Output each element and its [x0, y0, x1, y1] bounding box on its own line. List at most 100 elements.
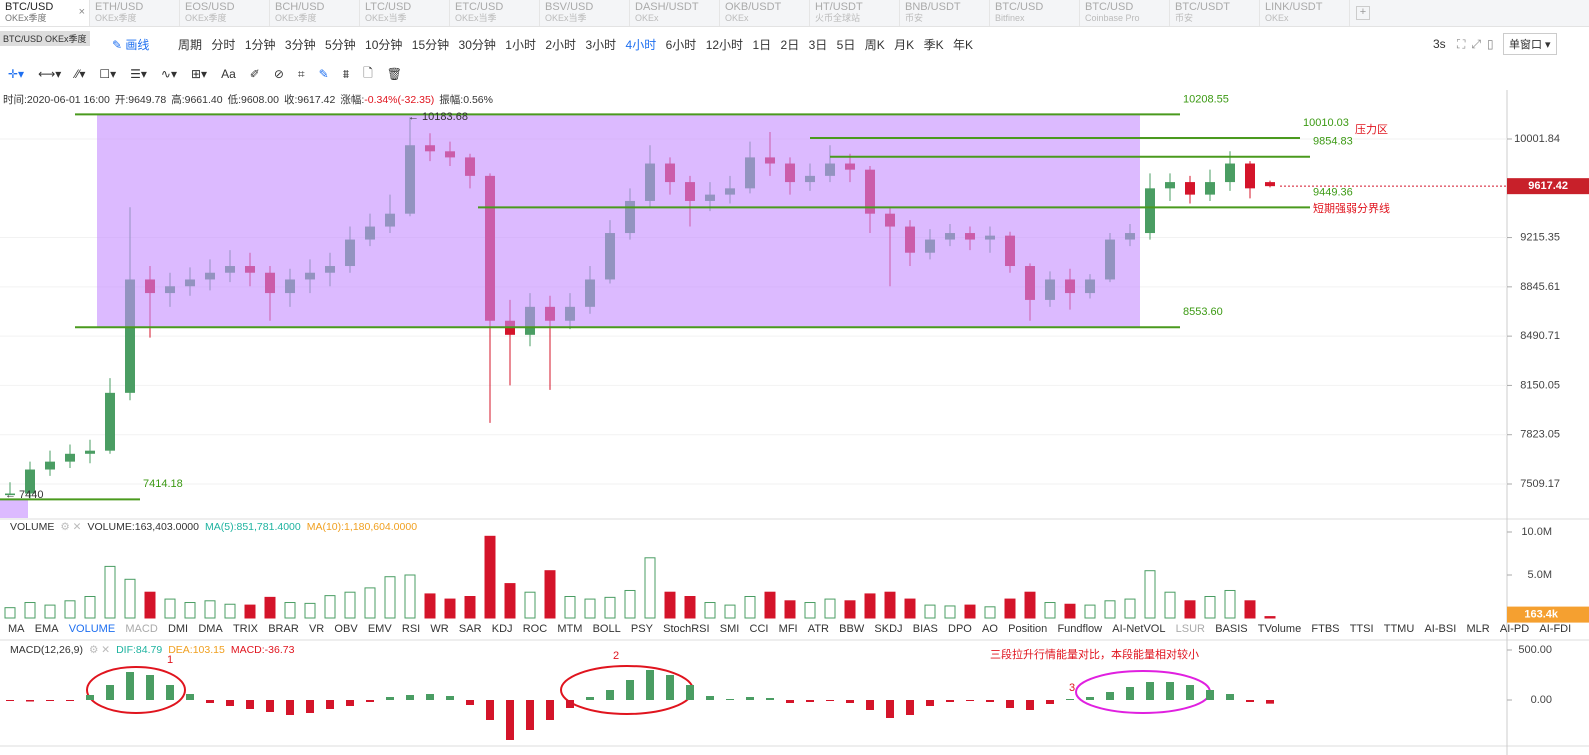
add-tab[interactable]: +: [1356, 6, 1370, 20]
tab[interactable]: LINK/USDT OKEx: [1260, 0, 1350, 26]
indicator-tab[interactable]: TRIX: [232, 623, 259, 635]
period-option[interactable]: 2日: [780, 37, 800, 52]
window-icons[interactable]: ⛶⤢▯: [1457, 36, 1500, 51]
pen-tool[interactable]: ✎: [318, 67, 329, 81]
indicator-tab[interactable]: ATR: [807, 623, 829, 635]
trash-tool[interactable]: 🗑: [386, 67, 403, 81]
period-option[interactable]: 5日: [836, 37, 856, 52]
tab[interactable]: DASH/USDT OKEx: [630, 0, 720, 26]
period-option[interactable]: 30分钟: [458, 37, 496, 52]
indicator-tab[interactable]: RSI: [401, 623, 421, 635]
tab[interactable]: BTC/USD OKEx季度 ×: [0, 0, 90, 26]
period-option[interactable]: 12小时: [705, 37, 744, 52]
indicator-tab[interactable]: VOLUME: [68, 623, 116, 635]
indicator-tab[interactable]: SMI: [719, 623, 740, 635]
window-select[interactable]: 单窗口 ▾: [1503, 33, 1557, 55]
indicator-tab[interactable]: AO: [982, 623, 998, 635]
period-option[interactable]: 季K: [923, 37, 944, 52]
period-option[interactable]: 15分钟: [411, 37, 450, 52]
indicator-tab[interactable]: CCI: [749, 623, 769, 635]
tab[interactable]: BCH/USD OKEx季度: [270, 0, 360, 26]
indicator-tab[interactable]: MA: [8, 623, 25, 635]
indicator-tab[interactable]: MFI: [778, 623, 798, 635]
indicator-tab[interactable]: FTBS: [1311, 623, 1340, 635]
tab[interactable]: BNB/USDT 币安: [900, 0, 990, 26]
draw-button[interactable]: ✎ 画线: [112, 37, 150, 52]
tab[interactable]: HT/USDT 火币全球站: [810, 0, 900, 26]
tab[interactable]: EOS/USD OKEx季度: [180, 0, 270, 26]
period-option[interactable]: 周K: [864, 37, 885, 52]
indicator-tab[interactable]: SAR: [458, 623, 482, 635]
indicator-tab[interactable]: VR: [308, 623, 325, 635]
indicator-tab[interactable]: AI-PD: [1499, 623, 1530, 635]
crosshair-tool[interactable]: ✛▾: [8, 67, 25, 81]
indicator-tab[interactable]: MTM: [557, 623, 583, 635]
magnet-tool[interactable]: ⊘: [273, 67, 284, 81]
period-option[interactable]: 6小时: [665, 37, 697, 52]
refresh[interactable]: 3s: [1433, 37, 1446, 51]
indicator-tab[interactable]: BIAS: [912, 623, 938, 635]
indicator-tab[interactable]: StochRSI: [663, 623, 710, 635]
brush-tool[interactable]: ✐: [249, 67, 260, 81]
legend-icons[interactable]: ⚙ ✕: [88, 644, 111, 656]
indicator-tab[interactable]: LSUR: [1175, 623, 1205, 635]
indicator-tab[interactable]: OBV: [334, 623, 358, 635]
period-option[interactable]: 3日: [808, 37, 828, 52]
delete-tool[interactable]: 🗋: [363, 65, 373, 80]
period-option[interactable]: 3分钟: [284, 37, 316, 52]
hline-tool[interactable]: ⟷▾: [38, 67, 62, 81]
indicator-tab[interactable]: MACD: [125, 623, 158, 635]
indicator-tab[interactable]: AI-NetVOL: [1112, 623, 1166, 635]
period-option[interactable]: 4小时: [625, 37, 657, 52]
indicator-tab[interactable]: TTSI: [1349, 623, 1374, 635]
period-option[interactable]: 3小时: [585, 37, 617, 52]
period-option[interactable]: 5分钟: [324, 37, 356, 52]
trend-tool[interactable]: ⁄⁄▾: [75, 67, 86, 81]
tab[interactable]: ETC/USD OKEx当季: [450, 0, 540, 26]
indicator-tab[interactable]: PSY: [630, 623, 653, 635]
grid-tool[interactable]: ⊞▾: [190, 67, 208, 81]
tab[interactable]: BTC/USDT 币安: [1170, 0, 1260, 26]
indicator-tab[interactable]: SKDJ: [874, 623, 903, 635]
indicator-tab[interactable]: TTMU: [1383, 623, 1415, 635]
indicator-tab[interactable]: DMI: [167, 623, 189, 635]
period-option[interactable]: 1日: [752, 37, 772, 52]
indicator-tab[interactable]: TVolume: [1257, 623, 1302, 635]
indicator-tab[interactable]: KDJ: [491, 623, 513, 635]
indicator-tab[interactable]: BBW: [839, 623, 865, 635]
period-option[interactable]: 1分钟: [244, 37, 276, 52]
indicator-tab[interactable]: AI-FDI: [1539, 623, 1572, 635]
indicator-tab[interactable]: AI-BSI: [1424, 623, 1457, 635]
period-option[interactable]: 月K: [894, 37, 915, 52]
indicator-tab[interactable]: BOLL: [592, 623, 621, 635]
indicator-tab[interactable]: BASIS: [1215, 623, 1248, 635]
indicator-tab[interactable]: EMV: [367, 623, 392, 635]
tab-close[interactable]: ×: [78, 6, 85, 18]
period-option[interactable]: 1小时: [505, 37, 536, 52]
period-option[interactable]: 年K: [952, 37, 973, 52]
legend-icons[interactable]: ⚙ ✕: [60, 521, 82, 533]
indicator-tab[interactable]: DMA: [198, 623, 223, 635]
ruler-tool[interactable]: ⌗: [297, 66, 305, 81]
tab[interactable]: BSV/USD OKEx当季: [540, 0, 630, 26]
indicator-tab[interactable]: MLR: [1466, 623, 1490, 635]
period-option[interactable]: 10分钟: [365, 37, 403, 52]
tab[interactable]: ETH/USD OKEx季度: [90, 0, 180, 26]
tab[interactable]: LTC/USD OKEx当季: [360, 0, 450, 26]
fib-tool[interactable]: ☰▾: [130, 67, 147, 81]
indicator-tab[interactable]: Fundflow: [1057, 623, 1103, 635]
period-option[interactable]: 分时: [211, 37, 236, 52]
wave-tool[interactable]: ∿▾: [160, 67, 177, 81]
indicator-tab[interactable]: DPO: [948, 623, 972, 635]
indicator-tab[interactable]: EMA: [34, 623, 59, 635]
indicator-tab[interactable]: Position: [1008, 623, 1048, 635]
tab[interactable]: BTC/USD Bitfinex: [990, 0, 1080, 26]
indicator-tab[interactable]: BRAR: [268, 623, 299, 635]
text-tool[interactable]: Aa: [221, 67, 236, 81]
lock-tool[interactable]: ⩩: [342, 66, 350, 81]
indicator-tab[interactable]: WR: [430, 623, 449, 635]
indicator-tab[interactable]: ROC: [522, 623, 548, 635]
tab[interactable]: OKB/USDT OKEx: [720, 0, 810, 26]
rect-tool[interactable]: ☐▾: [99, 67, 117, 81]
tab[interactable]: BTC/USD Coinbase Pro: [1080, 0, 1170, 26]
